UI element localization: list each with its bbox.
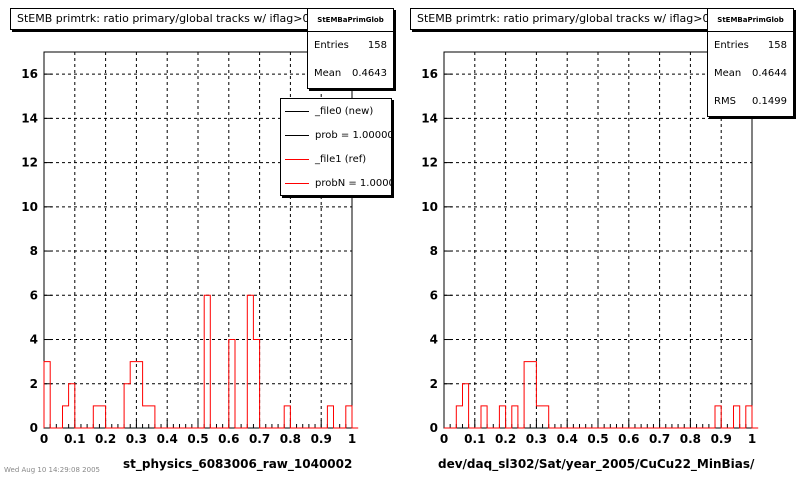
x-tick-label: 0.2 — [495, 432, 516, 446]
stats-value: 0.4643 — [352, 68, 387, 79]
stats-label: Entries — [314, 40, 349, 51]
x-tick-label: 0 — [440, 432, 448, 446]
stats-row-rms: RMS 0.1499 — [708, 88, 793, 116]
x-tick-label: 0.4 — [557, 432, 578, 446]
x-tick-label: 0.6 — [618, 432, 639, 446]
y-tick-label: 0 — [30, 421, 38, 435]
y-tick-label: 12 — [421, 156, 438, 170]
footer-timestamp: Wed Aug 10 14:29:08 2005 — [4, 466, 100, 474]
y-tick-label: 14 — [421, 111, 438, 125]
y-tick-label: 6 — [430, 288, 438, 302]
legend-item: _file0 (new) — [281, 99, 391, 123]
x-tick-label: 0.8 — [680, 432, 701, 446]
legend-box: _file0 (new) prob = 1.000000 _file1 (ref… — [280, 98, 392, 196]
y-tick-label: 2 — [30, 377, 38, 391]
y-tick-label: 4 — [430, 333, 438, 347]
legend-line-icon — [285, 110, 309, 112]
y-tick-label: 16 — [421, 67, 438, 81]
x-tick-label: 0.1 — [464, 432, 485, 446]
histogram-plot-left: 0 0.1 0.2 0.3 0.4 0.5 0.6 0.7 0.8 0.9 102468101214… — [21, 51, 359, 446]
stats-label: RMS — [714, 96, 736, 107]
legend-label: probN = 1.000000 — [315, 177, 391, 189]
x-tick-label: 0.5 — [587, 432, 608, 446]
stats-label: Mean — [714, 68, 742, 79]
y-tick-label: 6 — [30, 288, 38, 302]
stats-value: 158 — [767, 40, 787, 51]
x-tick-label: 0.4 — [157, 432, 178, 446]
y-tick-label: 10 — [21, 200, 38, 214]
histogram-panel-right: 0 0.1 0.2 0.3 0.4 0.5 0.6 0.7 0.8 0.9 1 0 2 4 6 8 10 12 14… — [400, 0, 800, 480]
histogram-series — [444, 361, 759, 429]
x-tick-label: 0.7 — [249, 432, 270, 446]
x-tick-label: 0.6 — [218, 432, 239, 446]
stats-value: 0.4644 — [752, 68, 787, 79]
x-tick-label: 0.5 — [187, 432, 208, 446]
x-tick-label: 0.1 — [64, 432, 85, 446]
x-tick-label: 1 — [748, 432, 756, 446]
y-tick-label: 8 — [430, 244, 438, 258]
y-tick-label: 14 — [21, 111, 38, 125]
stats-box: StEMBaPrimGlob Entries 158 Mean 0.4644 R… — [707, 8, 794, 117]
stats-label: Mean — [314, 68, 342, 79]
stats-value: 158 — [367, 40, 387, 51]
x-tick-label: 0.2 — [95, 432, 116, 446]
histogram-title: StEMB primtrk: ratio primary/global trac… — [10, 8, 317, 30]
x-tick-label: 1 — [348, 432, 356, 446]
stats-label: Entries — [714, 40, 749, 51]
x-tick-label: 0 — [40, 432, 48, 446]
stats-row-mean: Mean 0.4643 — [308, 60, 393, 88]
legend-line-icon — [285, 182, 309, 184]
x-axis-title: st_physics_6083006_raw_1040002 — [123, 457, 353, 471]
histogram-panel-left: 0 0.1 0.2 0.3 0.4 0.5 0.6 0.7 0.8 0.9 1 0 2 4 6 8 10 12 14… — [0, 0, 400, 480]
y-tick-label: 12 — [21, 156, 38, 170]
x-axis-title: dev/daq_sl302/Sat/year_2005/CuCu22_MinBi… — [438, 457, 755, 471]
legend-item: _file1 (ref) — [281, 147, 391, 171]
legend-label: _file0 (new) — [315, 105, 374, 117]
histogram-series — [43, 294, 359, 429]
stats-box: StEMBaPrimGlob Entries 158 Mean 0.4643 — [307, 8, 394, 89]
y-tick-label: 4 — [30, 333, 38, 347]
stats-title: StEMBaPrimGlob — [708, 9, 793, 32]
stats-title: StEMBaPrimGlob — [308, 9, 393, 32]
legend-label: _file1 (ref) — [315, 153, 367, 165]
x-tick-label: 0.9 — [711, 432, 732, 446]
y-tick-label: 10 — [421, 200, 438, 214]
x-tick-label: 0.9 — [311, 432, 332, 446]
x-tick-label: 0.3 — [126, 432, 147, 446]
x-tick-label: 0.7 — [649, 432, 670, 446]
histogram-plot-right: 0 0.1 0.2 0.3 0.4 0.5 0.6 0.7 0.8 0.9 102468101214… — [421, 51, 759, 446]
y-tick-label: 8 — [30, 244, 38, 258]
stats-row-mean: Mean 0.4644 — [708, 60, 793, 88]
x-tick-label: 0.8 — [280, 432, 301, 446]
stats-row-entries: Entries 158 — [308, 32, 393, 60]
stats-value: 0.1499 — [752, 96, 787, 107]
legend-line-icon — [285, 134, 309, 136]
y-tick-label: 2 — [430, 377, 438, 391]
x-tick-label: 0.3 — [526, 432, 547, 446]
legend-item: probN = 1.000000 — [281, 171, 391, 195]
legend-line-icon — [285, 158, 309, 160]
y-tick-label: 0 — [430, 421, 438, 435]
stats-row-entries: Entries 158 — [708, 32, 793, 60]
legend-item: prob = 1.000000 — [281, 123, 391, 147]
histogram-title: StEMB primtrk: ratio primary/global trac… — [410, 8, 717, 30]
y-tick-label: 16 — [21, 67, 38, 81]
legend-label: prob = 1.000000 — [315, 129, 392, 141]
